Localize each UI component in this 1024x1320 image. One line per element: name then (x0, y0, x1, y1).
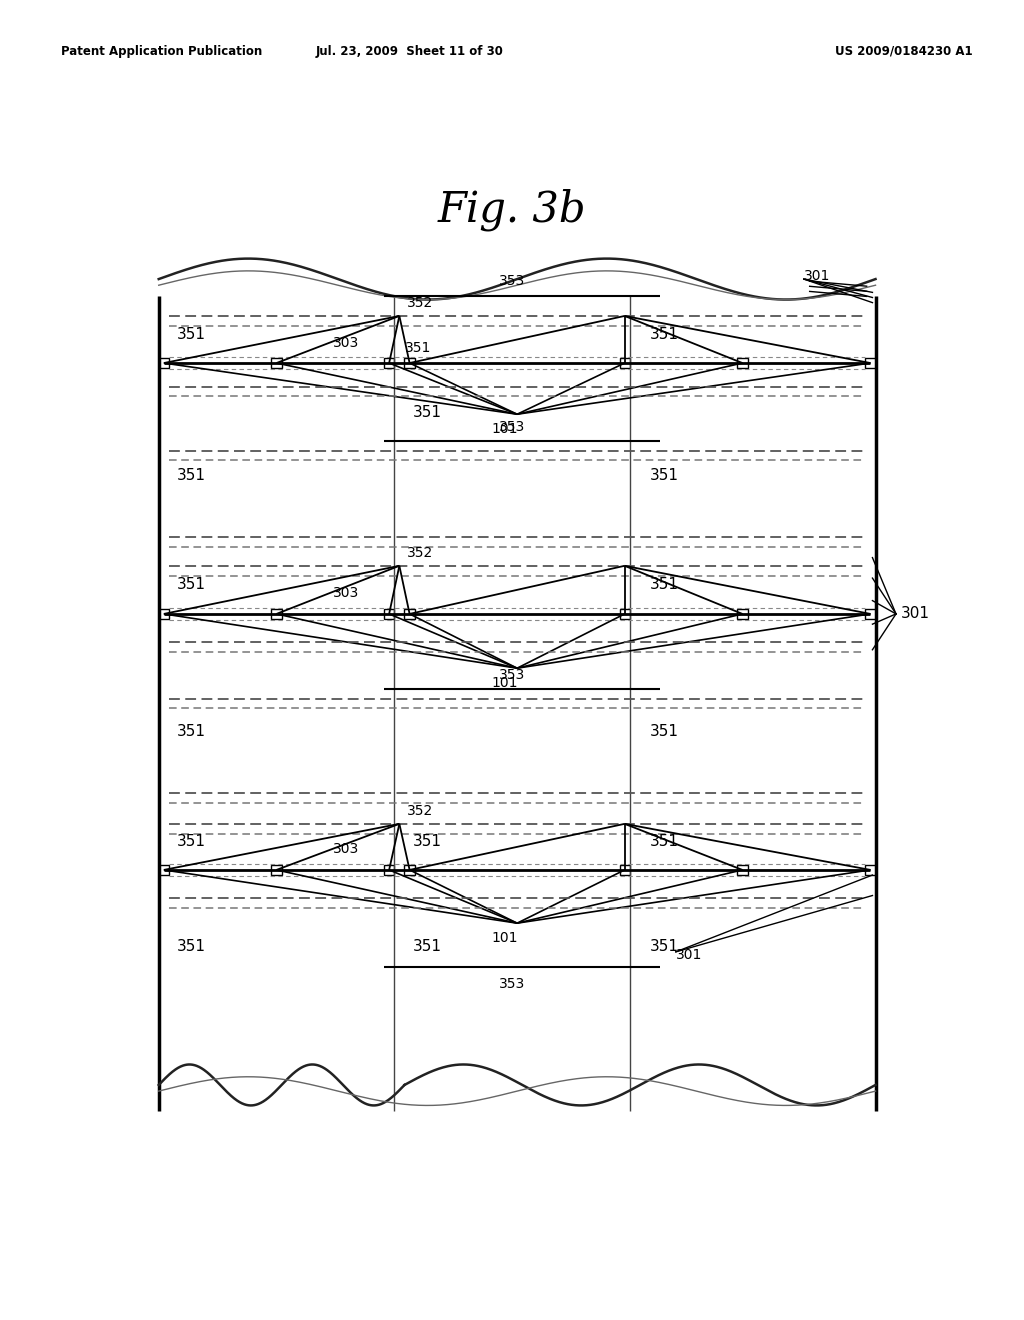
Text: 351: 351 (177, 834, 206, 849)
Bar (384, 609, 394, 619)
Text: 351: 351 (404, 341, 431, 355)
Text: 301: 301 (901, 606, 930, 622)
Bar (271, 865, 282, 875)
Bar (737, 609, 748, 619)
Text: 351: 351 (177, 469, 206, 483)
Text: 353: 353 (499, 420, 525, 434)
Text: 303: 303 (333, 335, 359, 350)
Text: 353: 353 (499, 275, 525, 288)
Bar (404, 609, 415, 619)
Text: 351: 351 (177, 327, 206, 342)
Text: 301: 301 (804, 269, 830, 282)
Bar (404, 358, 415, 368)
Text: 351: 351 (177, 725, 206, 739)
Bar (737, 865, 748, 875)
Bar (159, 609, 169, 619)
Text: 351: 351 (177, 940, 206, 954)
Bar (384, 865, 394, 875)
Bar (271, 609, 282, 619)
Text: 351: 351 (650, 577, 679, 593)
Bar (865, 609, 876, 619)
Text: 303: 303 (333, 586, 359, 601)
Bar (159, 865, 169, 875)
Text: 101: 101 (492, 932, 518, 945)
Text: US 2009/0184230 A1: US 2009/0184230 A1 (836, 45, 973, 58)
Text: 352: 352 (407, 296, 433, 310)
Text: 352: 352 (407, 804, 433, 817)
Text: 353: 353 (499, 668, 525, 681)
Text: 101: 101 (492, 676, 518, 690)
Text: 303: 303 (333, 842, 359, 857)
Bar (404, 865, 415, 875)
Text: Patent Application Publication: Patent Application Publication (61, 45, 263, 58)
Text: 351: 351 (413, 834, 441, 849)
Text: Fig. 3b: Fig. 3b (437, 189, 587, 231)
Bar (271, 358, 282, 368)
Bar (865, 865, 876, 875)
Bar (159, 358, 169, 368)
Text: 351: 351 (650, 469, 679, 483)
Text: Jul. 23, 2009  Sheet 11 of 30: Jul. 23, 2009 Sheet 11 of 30 (315, 45, 504, 58)
Text: 352: 352 (407, 545, 433, 560)
Text: 351: 351 (177, 577, 206, 593)
Text: 351: 351 (650, 834, 679, 849)
Text: 353: 353 (499, 977, 525, 991)
Bar (737, 358, 748, 368)
Text: 351: 351 (650, 725, 679, 739)
Text: 351: 351 (650, 940, 679, 954)
Bar (620, 358, 630, 368)
Bar (384, 358, 394, 368)
Text: 101: 101 (492, 422, 518, 437)
Bar (620, 609, 630, 619)
Bar (865, 358, 876, 368)
Text: 301: 301 (676, 948, 702, 962)
Text: 351: 351 (413, 405, 441, 420)
Bar (620, 865, 630, 875)
Text: 351: 351 (650, 327, 679, 342)
Text: 351: 351 (413, 940, 441, 954)
